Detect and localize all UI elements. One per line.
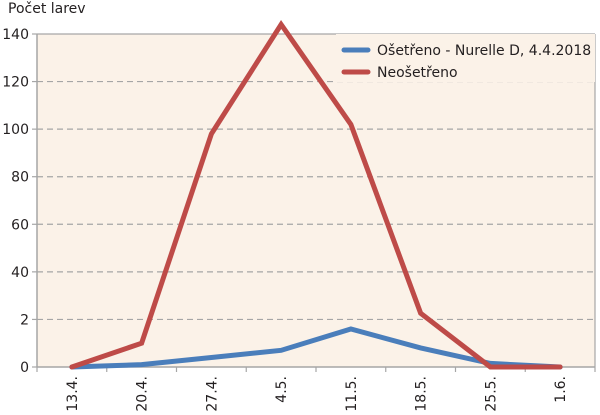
plot-area <box>37 34 595 367</box>
x-tick-label: 27.4. <box>204 376 220 412</box>
legend-label: Neošetřeno <box>377 65 458 81</box>
x-tick-label: 18.5. <box>414 376 430 412</box>
x-axis: 13.4. 20.4. 27.4. 4.5. 11.5. 18.5. 25.5. 1.6. <box>36 366 596 412</box>
y-axis: 0 2 40 60 80 100 120 140 <box>2 27 596 376</box>
legend-label: Ošetřeno - Nurelle D, 4.4.2018 <box>377 43 591 59</box>
series-lines <box>69 19 563 370</box>
y-tick-label: 140 <box>2 27 29 43</box>
x-tick-label: 4.5. <box>274 376 290 403</box>
y-tick-label: 0 <box>20 360 29 376</box>
legend: Ošetřeno - Nurelle D, 4.4.2018 Neošetřeno <box>336 34 595 82</box>
y-tick-label: 100 <box>2 122 29 138</box>
x-tick-label: 13.4. <box>65 376 81 412</box>
y-tick-label: 80 <box>11 170 29 186</box>
y-tick-label: 60 <box>11 217 29 233</box>
y-axis-title: Počet larev <box>8 1 86 17</box>
x-tick-label: 25.5. <box>483 376 499 412</box>
x-tick-label: 11.5. <box>344 376 360 412</box>
x-tick-label: 20.4. <box>135 376 151 412</box>
series-line <box>69 19 563 370</box>
x-tick-label: 1.6. <box>553 376 569 403</box>
y-tick-label: 120 <box>2 75 29 91</box>
y-tick-label: 2 <box>20 312 29 328</box>
y-tick-label: 40 <box>11 265 29 281</box>
legend-box <box>336 34 595 82</box>
